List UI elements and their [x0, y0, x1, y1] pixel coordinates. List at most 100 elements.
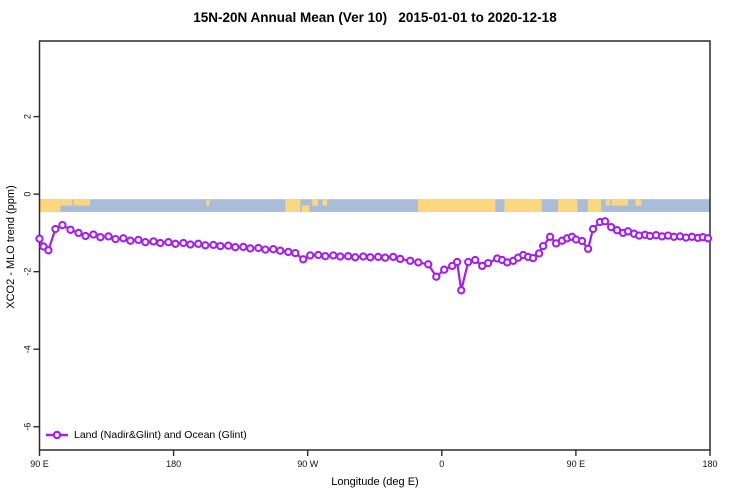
x-axis-label: Longitude (deg E)	[331, 476, 419, 488]
y-tick-label: -6	[23, 423, 33, 431]
data-point-marker	[194, 239, 203, 248]
data-point-marker	[231, 243, 240, 252]
data-point-marker	[74, 228, 83, 238]
data-point-marker	[432, 272, 441, 281]
data-point-marker	[239, 242, 248, 252]
data-point-marker	[471, 255, 480, 265]
data-point-marker	[534, 249, 544, 258]
data-point-marker	[588, 224, 598, 234]
map-strip-land-segment	[312, 199, 319, 206]
x-tick-label: 90 E	[30, 459, 49, 469]
data-point-marker	[314, 250, 323, 260]
legend-marker-icon	[52, 430, 62, 440]
data-point-marker	[246, 244, 255, 253]
map-strip-land-segment	[60, 199, 73, 206]
data-point-marker	[359, 252, 368, 261]
data-point-marker	[406, 256, 415, 265]
map-strip-land-segment	[285, 199, 301, 212]
map-strip-land-segment	[417, 199, 496, 212]
x-tick-label: 90 E	[567, 459, 586, 469]
data-point-marker	[457, 286, 466, 295]
data-point-marker	[58, 220, 67, 230]
data-point-marker	[126, 236, 135, 245]
data-point-marker	[299, 255, 308, 264]
data-point-marker	[66, 225, 75, 234]
data-point-marker	[209, 240, 218, 250]
x-tick-label: 180	[702, 459, 717, 469]
data-point-marker	[164, 238, 173, 247]
map-strip-land-segment	[587, 199, 602, 212]
data-point-marker	[269, 245, 278, 254]
data-point-marker	[600, 217, 610, 226]
data-point-marker	[111, 234, 120, 244]
map-strip-land-segment	[605, 199, 611, 206]
x-tick-label: 0	[439, 459, 444, 469]
data-point-marker	[224, 241, 233, 250]
data-point-marker	[35, 234, 44, 243]
x-tick-label: 90 W	[297, 459, 319, 469]
data-point-marker	[254, 243, 263, 253]
data-point-marker	[276, 246, 285, 255]
data-point-marker	[216, 241, 225, 251]
data-point-marker	[261, 245, 270, 254]
data-point-marker	[583, 244, 593, 253]
legend-series-label: Land (Nadir&Glint) and Ocean (Glint)	[74, 429, 247, 441]
data-point-marker	[44, 246, 53, 255]
data-point-marker	[186, 240, 195, 249]
data-point-marker	[381, 253, 390, 262]
map-strip-land-segment	[73, 199, 91, 206]
data-point-marker	[414, 258, 423, 267]
data-point-marker	[483, 258, 493, 268]
map-strip-land-segment	[611, 199, 629, 206]
data-point-marker	[440, 265, 449, 274]
y-tick-label: 2	[23, 114, 33, 119]
map-strip-land-segment	[206, 199, 210, 206]
data-point-marker	[156, 238, 165, 248]
data-point-marker	[321, 252, 330, 261]
data-point-marker	[528, 253, 538, 263]
data-point-marker	[389, 252, 398, 262]
data-point-marker	[577, 236, 587, 246]
data-point-marker	[171, 239, 180, 248]
data-point-marker	[424, 260, 433, 269]
map-strip-land-segment	[301, 205, 310, 212]
data-point-marker	[351, 253, 360, 262]
data-point-marker	[366, 253, 375, 262]
data-point-marker	[452, 257, 462, 267]
data-point-marker	[545, 232, 555, 241]
map-strip-land-segment	[39, 199, 61, 212]
data-point-marker	[374, 252, 383, 262]
map-strip-land-segment	[504, 199, 542, 212]
data-point-marker	[284, 247, 293, 257]
data-point-marker	[201, 241, 210, 250]
data-point-marker	[336, 252, 345, 261]
data-point-marker	[396, 254, 405, 264]
data-point-marker	[119, 234, 128, 243]
data-point-marker	[329, 251, 338, 260]
x-tick-label: 180	[166, 459, 181, 469]
data-point-marker	[291, 248, 300, 258]
chart-title: 15N-20N Annual Mean (Ver 10) 2015-01-01 …	[193, 10, 557, 25]
data-point-marker	[606, 222, 616, 232]
data-point-marker	[134, 235, 143, 245]
data-point-marker	[81, 231, 90, 241]
data-point-marker	[89, 230, 98, 239]
plot-box	[38, 40, 711, 451]
data-point-marker	[104, 232, 113, 241]
data-point-marker	[538, 241, 548, 251]
data-point-marker	[306, 251, 315, 260]
data-point-marker	[141, 238, 150, 247]
data-point-marker	[96, 233, 105, 242]
data-point-marker	[703, 234, 713, 243]
map-strip-land-segment	[558, 199, 578, 212]
map-strip-land-segment	[322, 199, 328, 206]
data-point-marker	[179, 238, 188, 248]
y-tick-label: -4	[23, 345, 33, 353]
y-tick-label: 0	[23, 192, 33, 197]
map-strip-land-segment	[635, 199, 642, 206]
data-point-marker	[464, 257, 473, 267]
y-tick-label: -2	[23, 268, 33, 276]
data-point-marker	[344, 252, 353, 261]
